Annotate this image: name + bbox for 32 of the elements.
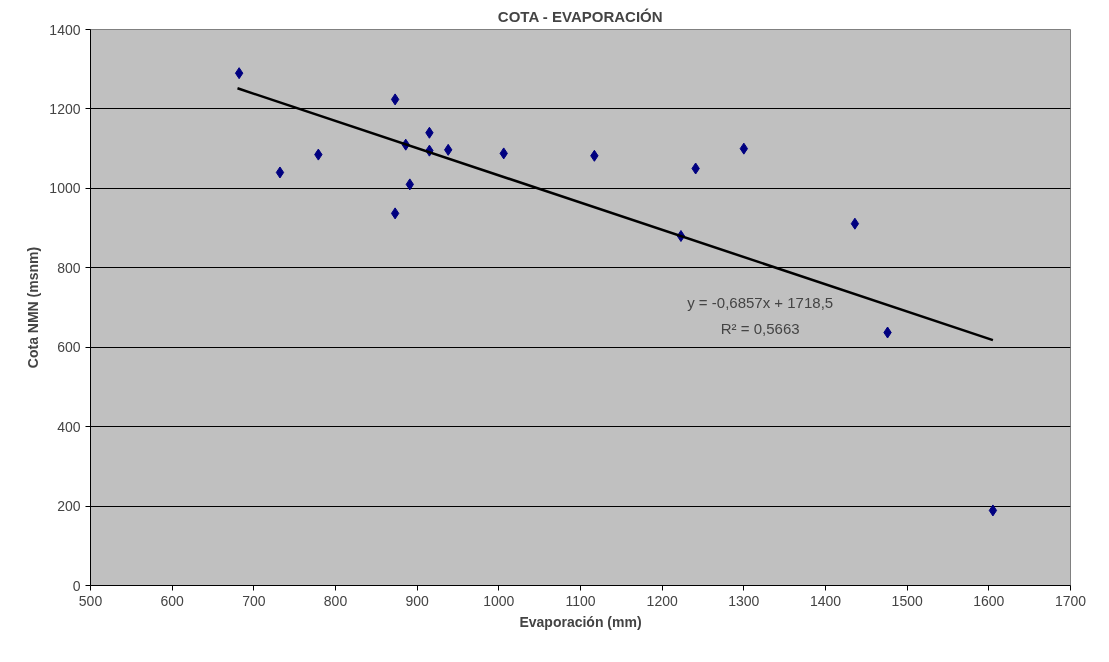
point <box>390 93 400 106</box>
chart-title: COTA - EVAPORACIÓN <box>497 7 663 25</box>
x-tick-label: 1100 <box>565 592 596 609</box>
point <box>275 166 285 179</box>
annotation: y = -0,6857x + 1718,5 <box>687 294 834 312</box>
x-tick-label: 600 <box>160 592 185 609</box>
y-tick-label: 1000 <box>49 180 81 197</box>
x-tick-label: 500 <box>78 592 103 609</box>
point <box>988 504 998 517</box>
x-tick-label: 1500 <box>891 592 923 609</box>
x-tick-label: 1000 <box>483 592 515 609</box>
x-tick-label: 700 <box>242 592 266 609</box>
y-tick-label: 800 <box>57 259 81 276</box>
y-tick-label: 1200 <box>49 100 81 117</box>
x-tick-label: 1600 <box>973 592 1005 609</box>
x-axis-title: Evaporación (mm) <box>519 613 642 630</box>
y-tick-label: 0 <box>72 577 81 594</box>
y-tick-label: 600 <box>57 339 81 356</box>
y-tick-label: 400 <box>57 418 81 435</box>
point <box>234 67 244 80</box>
y-tick-label: 200 <box>57 498 81 515</box>
x-tick-label: 1200 <box>646 592 678 609</box>
x-tick-label: 1400 <box>809 592 842 609</box>
x-tick-label: 1300 <box>728 592 760 609</box>
annotation: R² = 0,5663 <box>720 320 800 338</box>
y-tick-label: 1400 <box>49 21 81 38</box>
point <box>390 207 400 220</box>
y-axis-title: Cota NMN (msnm) <box>25 246 42 369</box>
x-tick-label: 900 <box>405 592 430 609</box>
point <box>850 217 860 230</box>
x-tick-label: 1700 <box>1054 592 1087 609</box>
x-tick-label: 800 <box>323 592 348 609</box>
